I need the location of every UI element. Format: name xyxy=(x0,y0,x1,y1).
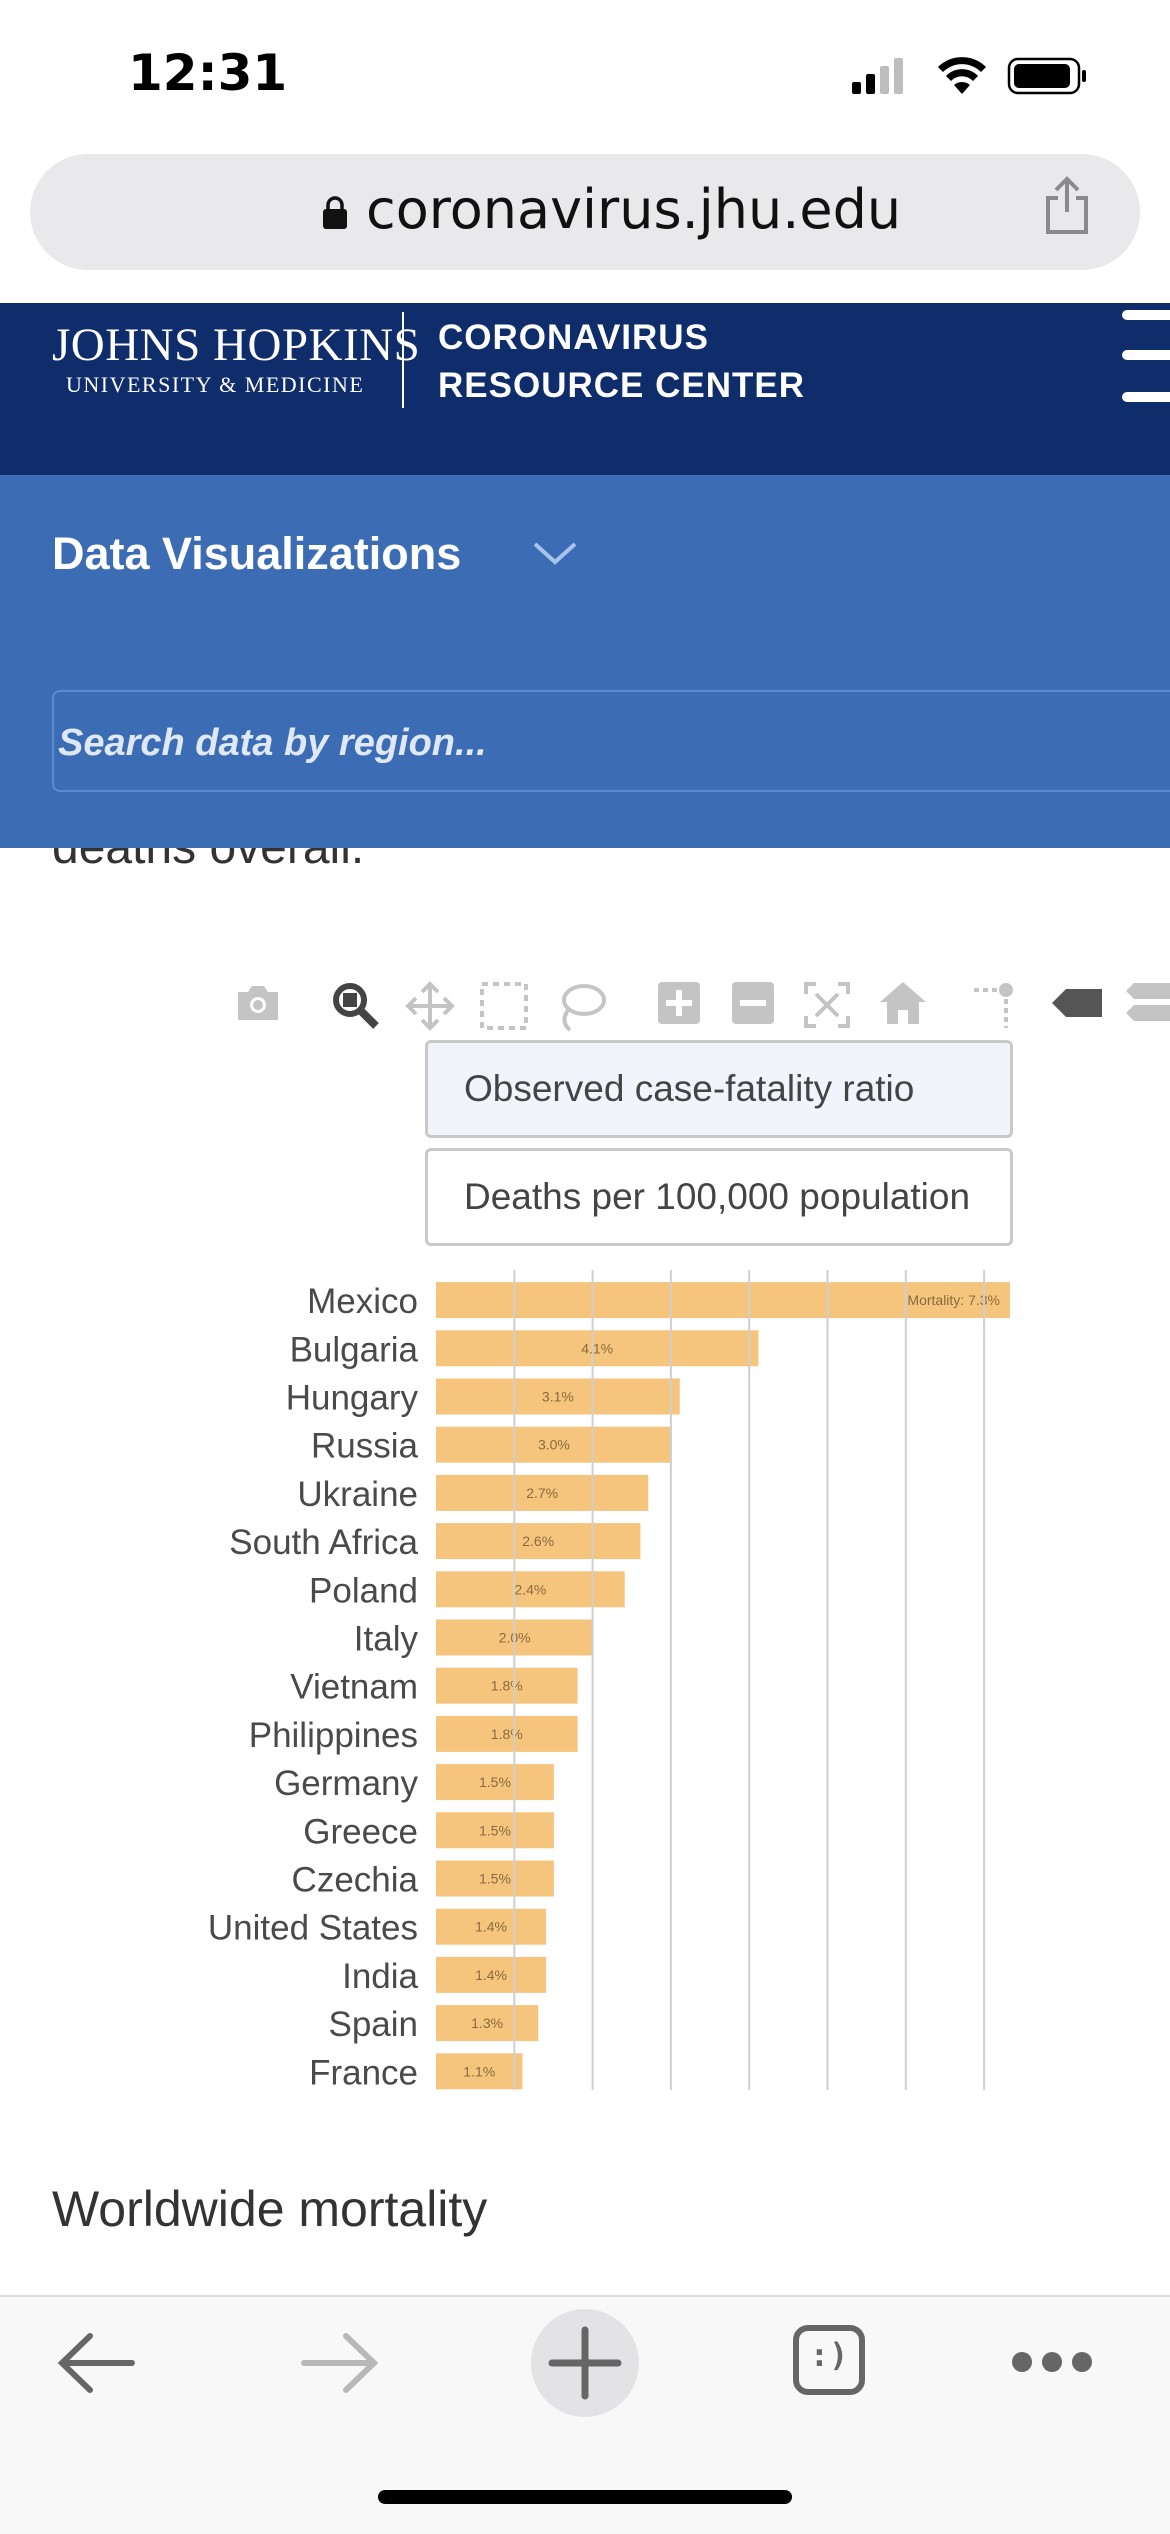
chart-data-label: Mortality: 7.3% xyxy=(907,1292,1000,1308)
hamburger-bar xyxy=(1122,350,1170,360)
chart-category-label: United States xyxy=(208,1909,418,1948)
chart-bar[interactable] xyxy=(436,1715,578,1752)
chart-bar[interactable] xyxy=(436,1812,554,1849)
chart-data-label: 1.5% xyxy=(479,1774,511,1790)
crc-title-line2[interactable]: RESOURCE CENTER xyxy=(438,366,805,405)
chart-category-label: Ukraine xyxy=(297,1475,418,1514)
chart-bar[interactable] xyxy=(436,1764,554,1801)
chart-data-label: 1.3% xyxy=(471,2015,503,2031)
wifi-icon xyxy=(938,57,986,94)
chart-data-label: 1.5% xyxy=(479,1822,511,1838)
url-text[interactable]: coronavirus.jhu.edu xyxy=(366,178,902,241)
chart-category-label: Germany xyxy=(274,1764,418,1803)
crc-title-line1[interactable]: CORONAVIRUS xyxy=(438,318,709,357)
status-icons xyxy=(850,52,1090,102)
tabs-glyph: :) xyxy=(809,2336,849,2374)
share-icon[interactable] xyxy=(1042,176,1092,241)
chart-bar[interactable] xyxy=(436,1860,554,1897)
chart-bar[interactable] xyxy=(436,2053,523,2090)
chart-category-label: South Africa xyxy=(229,1523,418,1562)
tabs-icon[interactable]: :) xyxy=(792,2324,866,2396)
address-bar[interactable] xyxy=(30,154,1140,270)
chart-bar[interactable] xyxy=(436,1282,1010,1319)
zoom-out-icon[interactable] xyxy=(730,980,776,1031)
chart-data-label: 1.1% xyxy=(463,2063,495,2079)
zoom-in-icon[interactable] xyxy=(656,980,702,1031)
chart-category-label: Philippines xyxy=(249,1716,418,1755)
camera-icon[interactable] xyxy=(232,980,284,1029)
cellular-signal-icon xyxy=(852,58,903,94)
hamburger-bar xyxy=(1122,310,1170,320)
hover-closest-icon[interactable] xyxy=(1050,986,1104,1025)
chart-category-label: Spain xyxy=(328,2005,418,2044)
chart-data-label: 4.1% xyxy=(581,1340,613,1356)
chart-data-label: 1.8% xyxy=(491,1678,523,1694)
chart-bar[interactable] xyxy=(436,2005,539,2042)
chart-category-label: Italy xyxy=(354,1620,419,1659)
hamburger-menu-icon[interactable] xyxy=(1110,306,1170,412)
autoscale-icon[interactable] xyxy=(802,980,852,1035)
chart-bar[interactable] xyxy=(436,1908,547,1945)
chart-bar[interactable] xyxy=(436,1474,649,1511)
data-visualizations-title[interactable]: Data Visualizations xyxy=(52,528,462,579)
home-indicator xyxy=(378,2490,792,2504)
zoom-icon[interactable] xyxy=(330,980,382,1037)
lasso-select-icon[interactable] xyxy=(552,980,608,1041)
status-time: 12:31 xyxy=(128,44,288,102)
battery-icon xyxy=(1007,57,1086,95)
hamburger-bar xyxy=(1122,392,1170,402)
chart-data-label: 2.4% xyxy=(514,1581,546,1597)
option-case-fatality-ratio[interactable]: Observed case-fatality ratio xyxy=(425,1040,1013,1138)
chart-bar[interactable] xyxy=(436,1330,759,1367)
pan-icon[interactable] xyxy=(404,980,456,1037)
chart-gridlines xyxy=(513,1270,986,2090)
chart-bar[interactable] xyxy=(436,1426,672,1463)
chart-data-label: 1.8% xyxy=(491,1726,523,1742)
spike-lines-icon[interactable] xyxy=(972,980,1024,1035)
logo-divider xyxy=(402,312,404,408)
new-tab-plus-icon[interactable] xyxy=(530,2308,640,2423)
option-deaths-per-100k[interactable]: Deaths per 100,000 population xyxy=(425,1148,1013,1246)
back-arrow-icon[interactable] xyxy=(56,2330,136,2401)
forward-arrow-icon[interactable] xyxy=(300,2330,380,2401)
section-heading: Worldwide mortality xyxy=(52,2181,488,2237)
chart-bar[interactable] xyxy=(436,1378,680,1415)
mortality-bar-chart: Mexico Mortality: 7.3% Bulgaria 4.1% Hungary… xyxy=(208,1270,1010,2092)
hover-compare-icon[interactable] xyxy=(1124,980,1170,1031)
lock-icon xyxy=(322,196,348,235)
chart-category-label: Czechia xyxy=(292,1861,419,1900)
chart-data-label: 3.0% xyxy=(538,1437,570,1453)
chart-category-label: Russia xyxy=(311,1427,419,1466)
chart-category-label: Bulgaria xyxy=(290,1330,419,1369)
more-icon[interactable] xyxy=(1010,2348,1094,2381)
chart-bar[interactable] xyxy=(436,1956,547,1993)
chart-category-label: India xyxy=(342,1957,418,1996)
chart-data-label: 1.4% xyxy=(475,1967,507,1983)
chart-data-label: 1.4% xyxy=(475,1919,507,1935)
site-header xyxy=(0,303,1170,475)
chart-category-label: France xyxy=(309,2053,418,2092)
chart-data-label: 2.6% xyxy=(522,1533,554,1549)
chart-data-label: 2.7% xyxy=(526,1485,558,1501)
chart-category-label: Greece xyxy=(303,1812,418,1851)
chart-category-label: Hungary xyxy=(286,1379,419,1418)
search-input[interactable] xyxy=(56,712,1060,774)
chart-data-label: 3.1% xyxy=(542,1389,574,1405)
chevron-down-icon[interactable] xyxy=(532,540,578,573)
reset-axes-icon[interactable] xyxy=(878,980,928,1031)
chart-category-label: Vietnam xyxy=(290,1668,418,1707)
logo-johns-hopkins[interactable]: JOHNS HOPKINS xyxy=(52,319,421,371)
chart-bar[interactable] xyxy=(436,1667,578,1704)
logo-university-medicine[interactable]: UNIVERSITY & MEDICINE xyxy=(66,372,365,397)
box-select-icon[interactable] xyxy=(478,980,530,1037)
chart-data-label: 1.5% xyxy=(479,1871,511,1887)
chart-category-label: Poland xyxy=(309,1571,418,1610)
chart-bar[interactable] xyxy=(436,1523,641,1560)
chart-category-label: Mexico xyxy=(307,1282,418,1321)
